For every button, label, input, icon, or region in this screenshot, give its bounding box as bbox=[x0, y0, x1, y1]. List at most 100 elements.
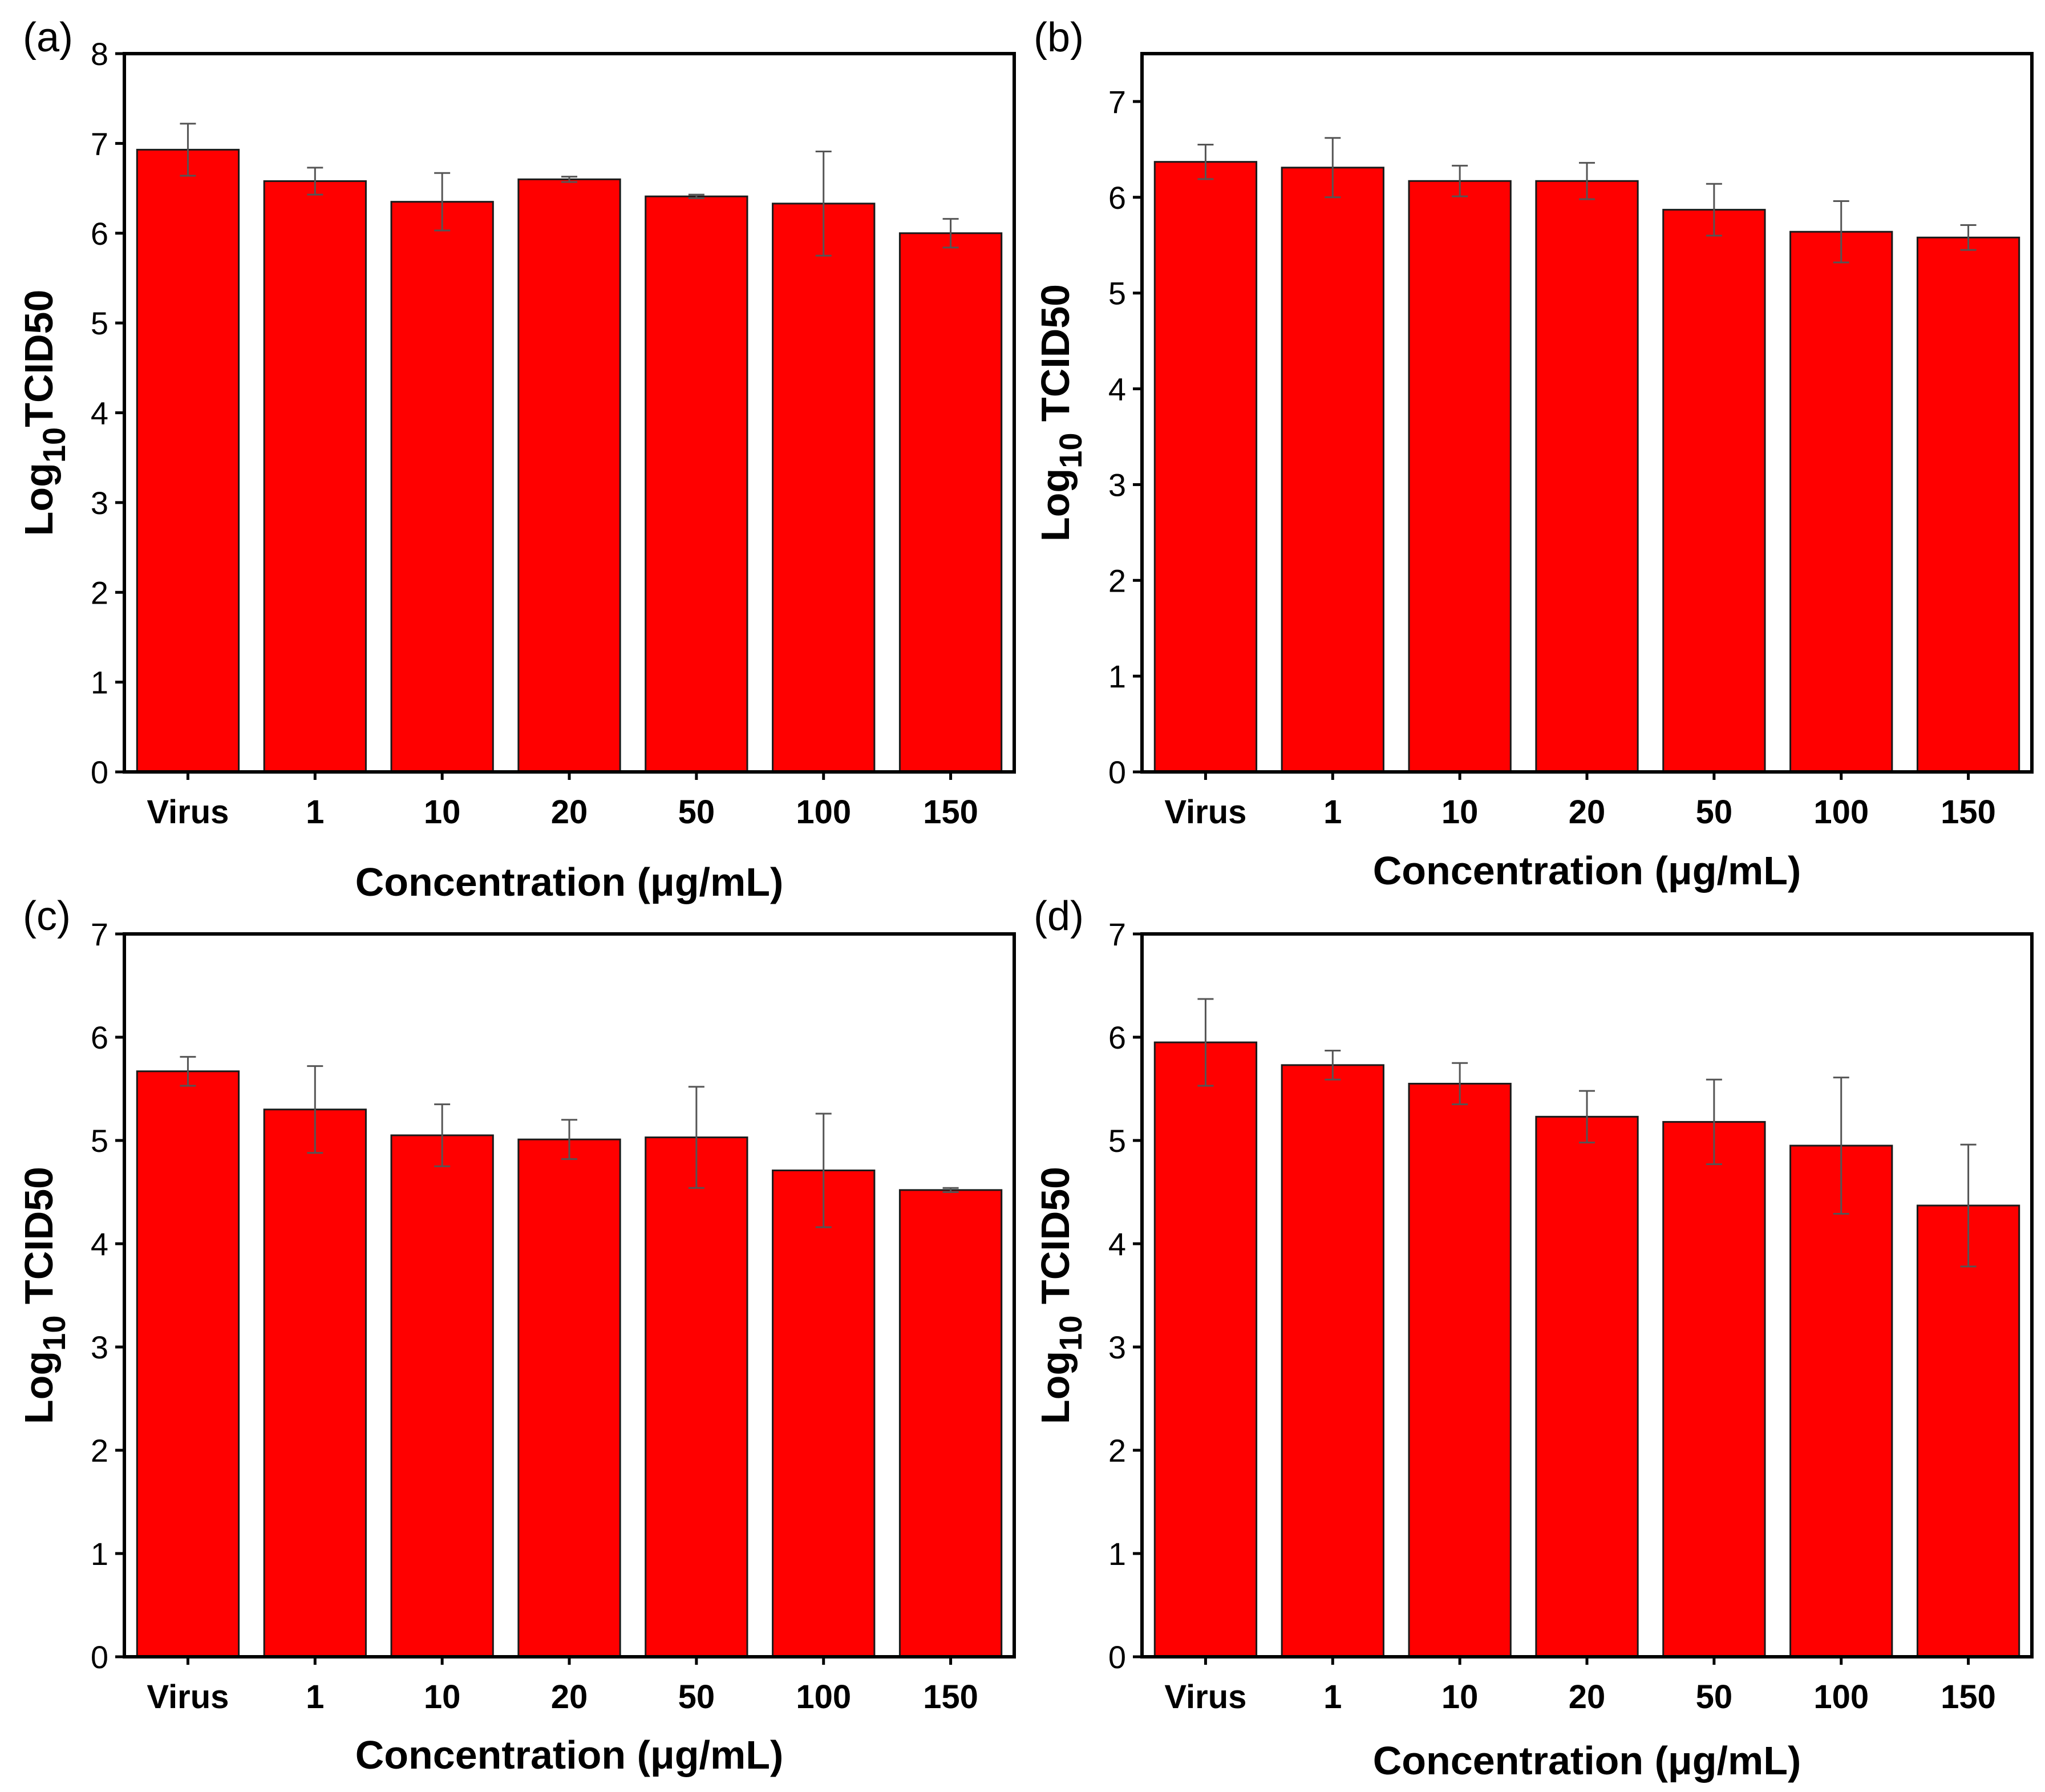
bar-50 bbox=[1662, 1120, 1766, 1658]
y-tick-label: 1 bbox=[1108, 658, 1126, 694]
panel-label: (a) bbox=[23, 15, 73, 60]
error-bar-10 bbox=[1452, 1062, 1468, 1106]
bar-20 bbox=[1535, 1115, 1639, 1658]
error-bar-1 bbox=[307, 1065, 323, 1154]
x-tick-label: Virus bbox=[1164, 1678, 1246, 1716]
bar-20 bbox=[1535, 180, 1639, 773]
error-bar-100 bbox=[1833, 200, 1849, 264]
x-tick-label: 150 bbox=[1941, 1678, 1996, 1716]
bar-100 bbox=[1789, 230, 1893, 773]
x-axis-title: Concentration (μg/mL) bbox=[355, 1733, 784, 1777]
bar-150 bbox=[1916, 1204, 2020, 1658]
y-tick-label: 7 bbox=[91, 916, 108, 952]
y-tick-label: 4 bbox=[1108, 371, 1126, 407]
y-axis-title-subscript: 10 bbox=[36, 1316, 72, 1351]
chart-panel-d: 0 1 2 3 4 5 6 7 Virus 1 10 20 50 100 150 (d) Concentrati… bbox=[1033, 893, 2034, 1783]
bar-virus bbox=[136, 148, 240, 773]
error-bar-50 bbox=[1706, 183, 1722, 237]
error-bar-20 bbox=[1579, 161, 1595, 200]
panel-label: (d) bbox=[1034, 893, 1084, 939]
y-tick-label: 1 bbox=[91, 1536, 108, 1572]
bar-50 bbox=[1662, 209, 1766, 773]
y-tick-label: 2 bbox=[1108, 563, 1126, 598]
x-tick-label: 10 bbox=[424, 794, 461, 831]
y-tick-label: 6 bbox=[91, 216, 108, 252]
bar-150 bbox=[1916, 236, 2020, 773]
bar-1 bbox=[1281, 1064, 1384, 1658]
bar-10 bbox=[390, 201, 494, 773]
y-tick-label: 6 bbox=[91, 1020, 108, 1055]
bar-1 bbox=[263, 180, 367, 773]
bar-50 bbox=[645, 1136, 748, 1658]
error-bar-virus bbox=[1197, 998, 1214, 1087]
x-axis-title: Concentration (μg/mL) bbox=[355, 860, 784, 904]
y-tick-label: 0 bbox=[1108, 1639, 1126, 1675]
bar-10 bbox=[1408, 180, 1512, 773]
x-axis-title: Concentration (μg/mL) bbox=[1373, 1738, 1801, 1783]
y-tick-label: 5 bbox=[91, 305, 108, 341]
error-bar-150 bbox=[1960, 1143, 1977, 1268]
y-tick-label: 7 bbox=[1108, 84, 1126, 120]
error-bar-virus bbox=[180, 1055, 196, 1087]
y-tick-label: 0 bbox=[1108, 754, 1126, 790]
y-axis-title: Log10 TCID50 bbox=[1033, 1167, 1088, 1424]
bar-150 bbox=[898, 1189, 1003, 1658]
x-tick-label: 1 bbox=[306, 1678, 324, 1716]
y-tick-label: 6 bbox=[1108, 180, 1126, 216]
y-axis-title: Log10 TCID50 bbox=[17, 1167, 72, 1424]
panel-label: (b) bbox=[1034, 15, 1084, 60]
x-tick-label: 10 bbox=[424, 1678, 461, 1716]
x-tick-label: 150 bbox=[1941, 794, 1996, 831]
y-axis-title-subscript: 10 bbox=[1052, 433, 1088, 468]
x-tick-label: 150 bbox=[923, 1678, 978, 1716]
bar-virus bbox=[136, 1070, 240, 1658]
x-tick-label: 100 bbox=[796, 1678, 851, 1716]
bar-20 bbox=[517, 1138, 621, 1658]
x-tick-label: 50 bbox=[1696, 1678, 1733, 1716]
y-tick-label: 5 bbox=[1108, 276, 1126, 312]
error-bar-virus bbox=[180, 123, 196, 177]
y-tick-label: 0 bbox=[91, 1639, 108, 1675]
y-tick-label: 8 bbox=[91, 36, 108, 72]
y-tick-label: 2 bbox=[1108, 1433, 1126, 1469]
y-tick-label: 5 bbox=[91, 1123, 108, 1159]
y-axis-title-part: Log bbox=[1033, 1351, 1078, 1424]
x-tick-label: 150 bbox=[923, 794, 978, 831]
y-tick-label: 3 bbox=[1108, 467, 1126, 503]
error-bar-20 bbox=[561, 1119, 577, 1160]
y-axis-title-part: Log bbox=[1033, 468, 1078, 541]
bar-10 bbox=[1408, 1082, 1512, 1658]
y-tick-label: 0 bbox=[91, 754, 108, 790]
x-tick-label: 20 bbox=[1569, 794, 1606, 831]
y-axis-title: Log10 TCID50 bbox=[1033, 284, 1088, 541]
error-bar-20 bbox=[561, 176, 577, 183]
x-tick-label: 1 bbox=[1323, 794, 1342, 831]
x-tick-label: 1 bbox=[1323, 1678, 1342, 1716]
y-tick-label: 4 bbox=[91, 395, 108, 431]
x-tick-label: Virus bbox=[1164, 794, 1246, 831]
x-tick-label: Virus bbox=[147, 794, 229, 831]
y-tick-label: 7 bbox=[1108, 916, 1126, 952]
x-tick-label: 50 bbox=[678, 794, 715, 831]
y-tick-label: 1 bbox=[91, 665, 108, 701]
y-axis-title-part: TCID50 bbox=[17, 290, 61, 427]
error-bar-1 bbox=[1325, 137, 1341, 199]
chart-panel-c: 0 1 2 3 4 5 6 7 Virus 1 10 20 50 100 150 (c) Concentrati… bbox=[17, 893, 1016, 1777]
error-bar-virus bbox=[1197, 143, 1214, 180]
bar-virus bbox=[1153, 161, 1258, 773]
bar-20 bbox=[517, 178, 621, 773]
bar-100 bbox=[1789, 1144, 1893, 1658]
error-bar-10 bbox=[1452, 164, 1468, 197]
y-axis-title-subscript: 10 bbox=[36, 427, 72, 463]
error-bar-100 bbox=[815, 1113, 832, 1228]
y-tick-label: 4 bbox=[91, 1226, 108, 1262]
y-tick-label: 3 bbox=[1108, 1329, 1126, 1365]
y-axis-title-part: TCID50 bbox=[17, 1167, 61, 1316]
x-tick-label: 10 bbox=[1441, 794, 1479, 831]
x-tick-label: 50 bbox=[678, 1678, 715, 1716]
x-tick-label: 20 bbox=[551, 794, 588, 831]
y-tick-label: 5 bbox=[1108, 1123, 1126, 1159]
x-axis-title: Concentration (μg/mL) bbox=[1373, 848, 1801, 893]
panel-label: (c) bbox=[23, 893, 71, 939]
